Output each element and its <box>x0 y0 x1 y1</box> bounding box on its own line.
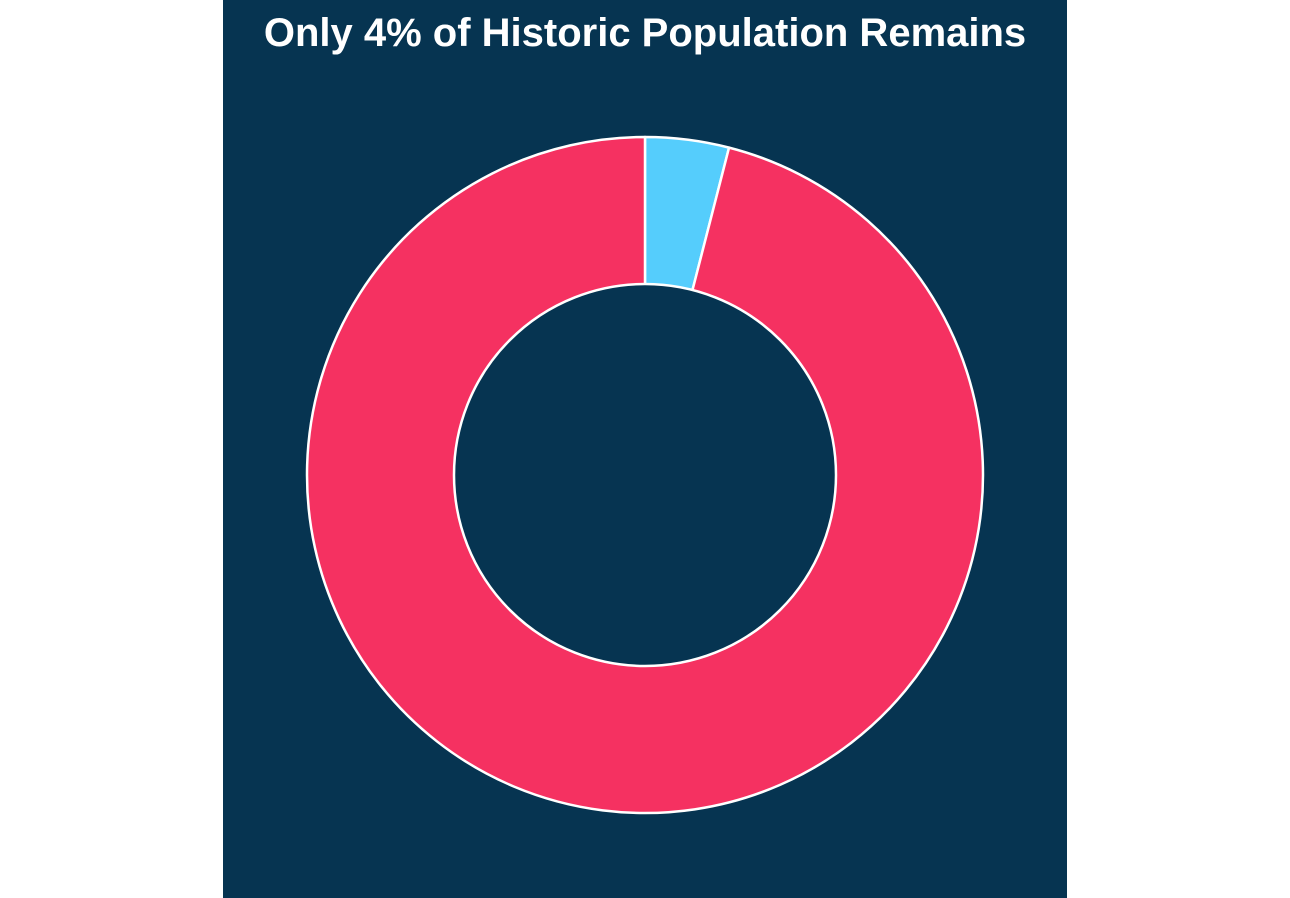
chart-title: Only 4% of Historic Population Remains <box>263 11 1027 55</box>
donut-hole <box>452 282 838 668</box>
donut-chart <box>305 135 985 815</box>
chart-panel: Only 4% of Historic Population Remains <box>223 0 1067 898</box>
